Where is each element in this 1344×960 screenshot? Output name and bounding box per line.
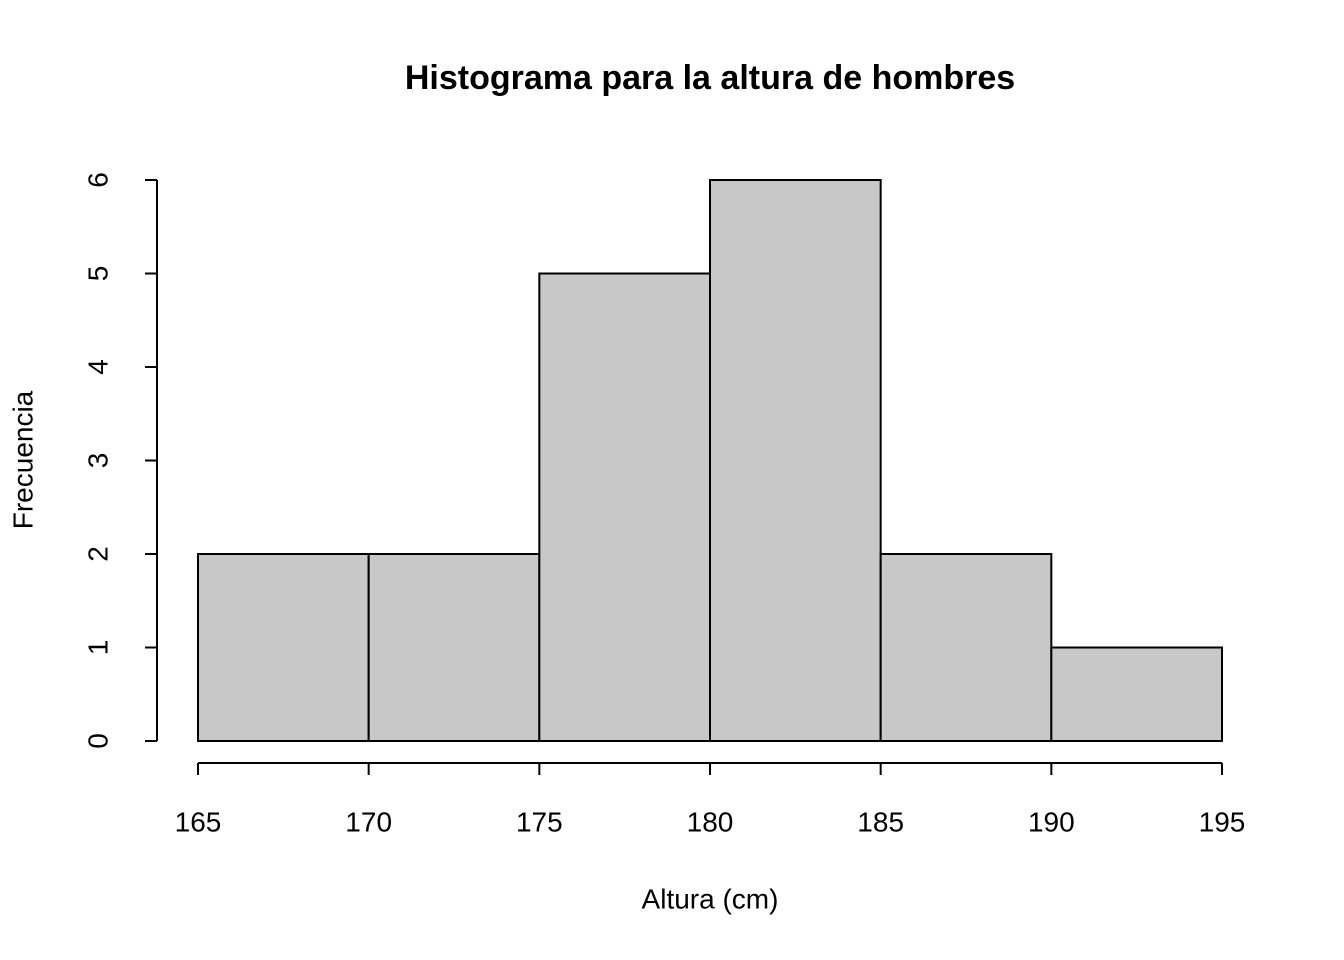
x-tick-label: 170 [345, 806, 392, 837]
x-tick-label: 180 [687, 806, 734, 837]
y-tick-label: 6 [82, 172, 113, 188]
y-tick-label: 4 [82, 359, 113, 375]
bar [197, 553, 370, 742]
y-tick-label: 5 [82, 266, 113, 282]
chart-title: Histograma para la altura de hombres [405, 59, 1015, 97]
bar [367, 553, 541, 742]
bar [709, 179, 882, 742]
y-tick-label: 1 [82, 640, 113, 656]
bar [538, 272, 711, 742]
x-tick-label: 185 [857, 806, 904, 837]
y-tick-label: 3 [82, 453, 113, 469]
x-tick-label: 190 [1028, 806, 1075, 837]
y-tick-label: 2 [82, 546, 113, 562]
bar [1050, 646, 1224, 742]
x-tick-label: 175 [516, 806, 563, 837]
x-tick-label: 165 [175, 806, 222, 837]
y-tick-label: 0 [82, 733, 113, 749]
x-tick-label: 195 [1199, 806, 1246, 837]
y-axis-label: Frecuencia [7, 390, 38, 529]
bar [879, 553, 1053, 742]
x-axis-label: Altura (cm) [642, 883, 779, 914]
